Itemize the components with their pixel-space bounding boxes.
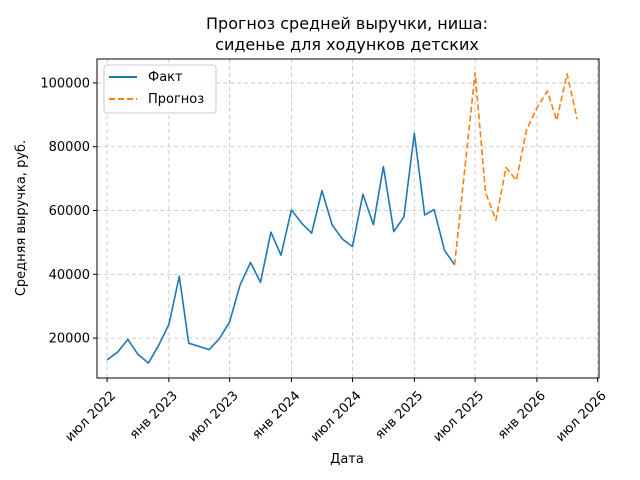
data-point — [228, 321, 230, 323]
data-point — [413, 132, 415, 134]
data-point — [525, 129, 527, 131]
legend-label-forecast: Прогноз — [148, 92, 204, 107]
data-point — [106, 359, 108, 361]
data-point — [178, 275, 180, 277]
data-point — [137, 353, 139, 355]
data-point — [147, 362, 149, 364]
plot-frame — [96, 58, 600, 379]
data-point — [403, 216, 405, 218]
data-point — [382, 165, 384, 167]
data-point — [433, 208, 435, 210]
legend: Факт Прогноз — [103, 64, 217, 114]
data-point — [453, 264, 455, 266]
chart-title-line-2: сиденье для ходунков детских — [215, 35, 479, 54]
data-point — [239, 284, 241, 286]
data-point — [495, 219, 497, 221]
data-point — [127, 338, 129, 340]
y-tick-label: 100000 — [40, 76, 90, 91]
data-point — [249, 261, 251, 263]
series-layer — [106, 71, 578, 364]
data-point — [536, 107, 538, 109]
data-point — [505, 166, 507, 168]
data-point — [443, 249, 445, 251]
data-point — [259, 281, 261, 283]
data-point — [556, 119, 558, 121]
data-point — [341, 238, 343, 240]
x-axis-label: Дата — [330, 452, 364, 467]
data-point — [474, 72, 476, 74]
data-point — [576, 118, 578, 120]
data-point — [331, 224, 333, 226]
data-point — [270, 231, 272, 233]
data-point — [157, 345, 159, 347]
y-tick-label: 80000 — [49, 140, 90, 155]
data-point — [218, 337, 220, 339]
data-point — [484, 191, 486, 193]
data-point — [393, 230, 395, 232]
data-point — [362, 193, 364, 195]
data-point — [188, 342, 190, 344]
data-point — [321, 190, 323, 192]
data-point — [424, 214, 426, 216]
y-axis-label: Средняя выручка, руб. — [14, 140, 29, 296]
chart-title-line-1: Прогноз средней выручки, ниша: — [206, 14, 488, 33]
data-point — [566, 73, 568, 75]
series-line-forecast — [453, 71, 578, 265]
data-point — [464, 166, 466, 168]
data-point — [168, 323, 170, 325]
data-point — [310, 232, 312, 234]
data-point — [515, 179, 517, 181]
y-tick-label: 20000 — [49, 332, 90, 347]
data-point — [290, 209, 292, 211]
data-point — [351, 245, 353, 247]
y-tick-label: 40000 — [49, 268, 90, 283]
data-point — [372, 223, 374, 225]
data-point — [280, 254, 282, 256]
data-point — [208, 348, 210, 350]
data-point — [301, 222, 303, 224]
legend-label-fact: Факт — [148, 70, 183, 85]
series-line-fact — [106, 132, 456, 364]
data-point — [116, 351, 118, 353]
y-tick-label: 60000 — [49, 204, 90, 219]
data-point — [546, 90, 548, 92]
